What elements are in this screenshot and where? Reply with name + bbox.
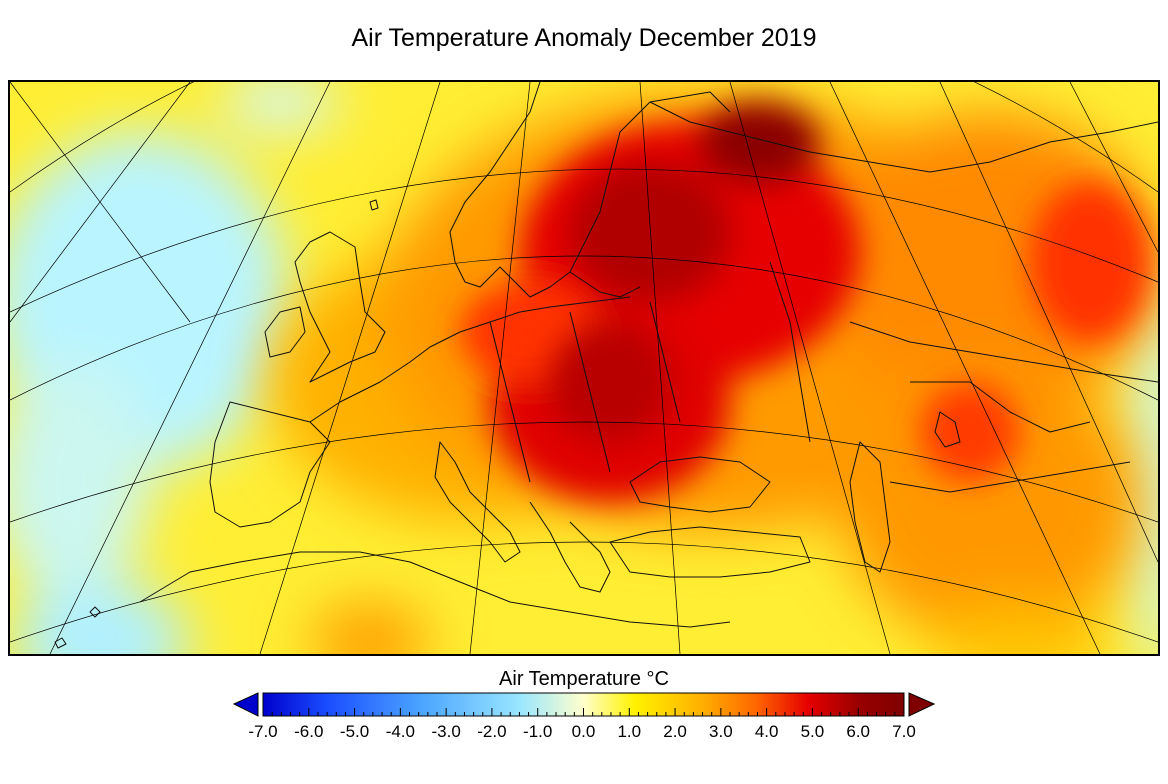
colorbar-tick-label: 1.0 <box>617 722 642 741</box>
colorbar-tick-label: 2.0 <box>663 722 687 741</box>
colorbar-tick-label: 7.0 <box>892 722 916 741</box>
colorbar-tick-label: -5.0 <box>339 722 370 741</box>
colorbar-ticks <box>262 708 905 716</box>
coastline-outline <box>54 82 1158 649</box>
anomaly-map <box>10 82 1158 654</box>
graticule-lines <box>10 82 1158 654</box>
colorbar-tick-label: -4.0 <box>385 722 415 741</box>
cool-anomaly-regions <box>10 82 1158 654</box>
colorbar-tick-label: -7.0 <box>248 722 278 741</box>
colorbar-tick-label: -1.0 <box>523 722 553 741</box>
colorbar-tick-label: 3.0 <box>709 722 733 741</box>
colorbar-tick-label: -6.0 <box>294 722 324 741</box>
colorbar-tick-label: 5.0 <box>800 722 825 741</box>
map-title: Air Temperature Anomaly December 2019 <box>351 24 817 52</box>
colorbar-tick-label: -2.0 <box>477 722 507 741</box>
colorbar-tick-label: 0.0 <box>571 722 596 741</box>
colorbar-tick-label: 6.0 <box>846 722 871 741</box>
colorbar-max-extend-arrow <box>908 692 936 717</box>
colorbar-tick-label: -3.0 <box>431 722 461 741</box>
colorbar-title: Air Temperature °C <box>499 668 669 690</box>
map-frame <box>8 80 1160 656</box>
colorbar-tick-label: 4.0 <box>754 722 779 741</box>
colorbar-min-extend-arrow <box>232 692 259 717</box>
colorbar <box>232 692 936 717</box>
